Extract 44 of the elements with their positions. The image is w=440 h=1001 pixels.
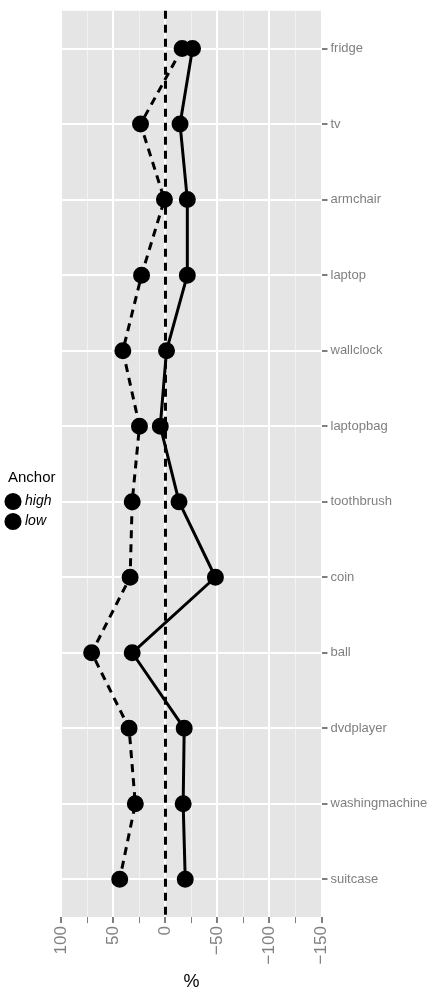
legend-label: low [25, 512, 47, 529]
point [123, 493, 141, 511]
point [120, 719, 138, 737]
x-tick-label: −100 [259, 926, 279, 965]
point [151, 417, 169, 435]
legend-title: Anchor [7, 468, 56, 486]
x-tick-label: 100 [51, 926, 71, 955]
point [132, 115, 150, 133]
y-tick-label: washingmachine [329, 795, 428, 811]
y-tick-label: laptopbag [330, 417, 388, 433]
point [111, 870, 129, 888]
point [126, 795, 144, 813]
point [174, 795, 192, 813]
point [176, 870, 194, 888]
point [155, 191, 173, 209]
y-tick-label: toothbrush [330, 493, 392, 509]
point [175, 719, 193, 737]
point [130, 417, 148, 435]
y-tick-label: coin [330, 568, 355, 584]
y-tick-label: dvdplayer [330, 719, 388, 735]
y-tick-label: suitcase [330, 870, 379, 886]
x-axis-title: % [183, 971, 200, 992]
x-tick-label: 50 [103, 926, 123, 946]
y-tick-label: tv [330, 115, 342, 131]
legend-label: high [25, 492, 52, 509]
y-tick-label: laptop [330, 266, 366, 282]
point [158, 342, 176, 360]
y-tick-label: fridge [330, 40, 364, 56]
point [114, 342, 132, 360]
point [178, 266, 196, 284]
point [171, 115, 189, 133]
point [206, 568, 224, 586]
point [121, 568, 139, 586]
point [83, 644, 101, 662]
x-tick-label: 0 [155, 926, 175, 936]
y-tick-label: armchair [330, 191, 382, 207]
y-tick-label: ball [330, 644, 351, 660]
point [170, 493, 188, 511]
x-tick-label: −150 [311, 926, 331, 965]
x-tick-label: −50 [207, 926, 227, 955]
point [123, 644, 141, 662]
point [178, 191, 196, 209]
point [133, 266, 151, 284]
y-tick-label: wallclock [329, 342, 384, 358]
